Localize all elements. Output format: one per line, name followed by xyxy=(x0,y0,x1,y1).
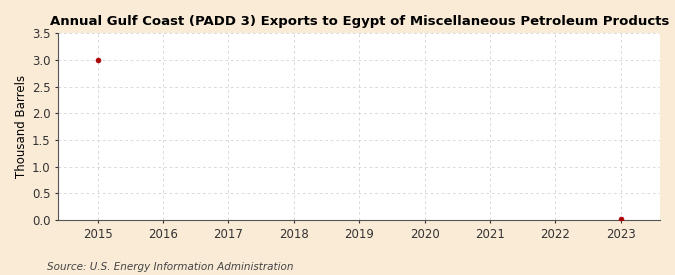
Text: Source: U.S. Energy Information Administration: Source: U.S. Energy Information Administ… xyxy=(47,262,294,272)
Title: Annual Gulf Coast (PADD 3) Exports to Egypt of Miscellaneous Petroleum Products: Annual Gulf Coast (PADD 3) Exports to Eg… xyxy=(49,15,669,28)
Y-axis label: Thousand Barrels: Thousand Barrels xyxy=(15,75,28,178)
